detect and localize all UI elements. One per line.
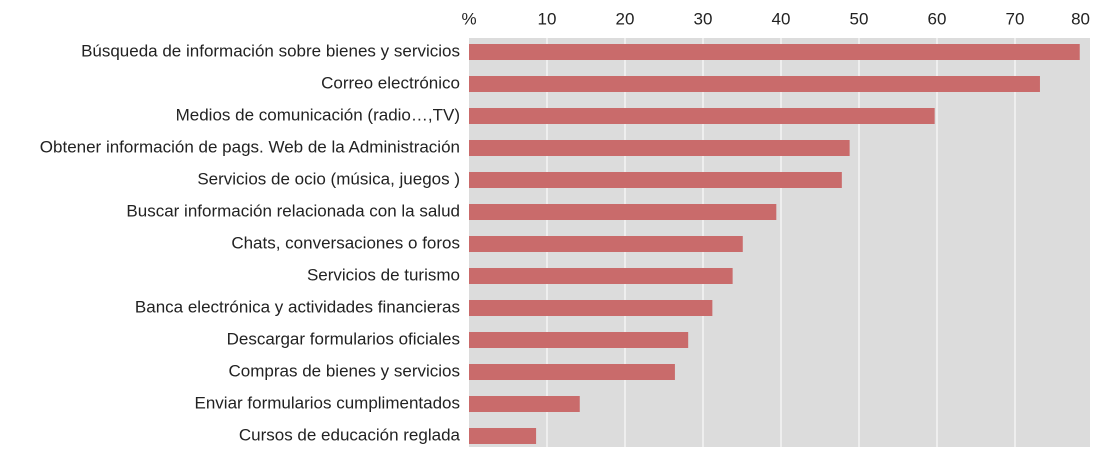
bar — [469, 204, 777, 220]
x-tick-label: 60 — [928, 9, 947, 28]
bar — [469, 108, 935, 124]
bar — [469, 300, 713, 316]
bar — [469, 44, 1080, 60]
y-tick-label: Medios de comunicación (radio…,TV) — [176, 105, 460, 124]
y-tick-label: Buscar información relacionada con la sa… — [126, 201, 460, 220]
x-tick-label: 50 — [850, 9, 869, 28]
bar — [469, 396, 580, 412]
bar — [469, 76, 1040, 92]
bar — [469, 364, 675, 380]
x-tick-label: 40 — [772, 9, 791, 28]
bar — [469, 332, 689, 348]
y-tick-label: Cursos de educación reglada — [239, 425, 461, 444]
x-tick-label: 80 — [1071, 9, 1090, 28]
y-tick-label: Servicios de ocio (música, juegos ) — [197, 169, 460, 188]
y-tick-label: Banca electrónica y actividades financie… — [135, 297, 460, 316]
y-tick-label: Compras de bienes y servicios — [229, 361, 460, 380]
y-tick-label: Búsqueda de información sobre bienes y s… — [81, 41, 460, 60]
bar — [469, 268, 733, 284]
y-tick-label: Descargar formularios oficiales — [227, 329, 460, 348]
bar — [469, 172, 842, 188]
y-tick-label: Correo electrónico — [321, 73, 460, 92]
bar — [469, 428, 537, 444]
x-tick-label: 70 — [1006, 9, 1025, 28]
y-tick-label: Obtener información de pags. Web de la A… — [40, 137, 460, 156]
y-tick-label: Enviar formularios cumplimentados — [195, 393, 461, 412]
bar — [469, 140, 850, 156]
x-tick-label: 10 — [538, 9, 557, 28]
bar — [469, 236, 743, 252]
x-tick-label: 20 — [616, 9, 635, 28]
x-tick-label: % — [461, 9, 476, 28]
y-tick-label: Servicios de turismo — [307, 265, 460, 284]
y-tick-label: Chats, conversaciones o foros — [231, 233, 460, 252]
x-tick-label: 30 — [694, 9, 713, 28]
